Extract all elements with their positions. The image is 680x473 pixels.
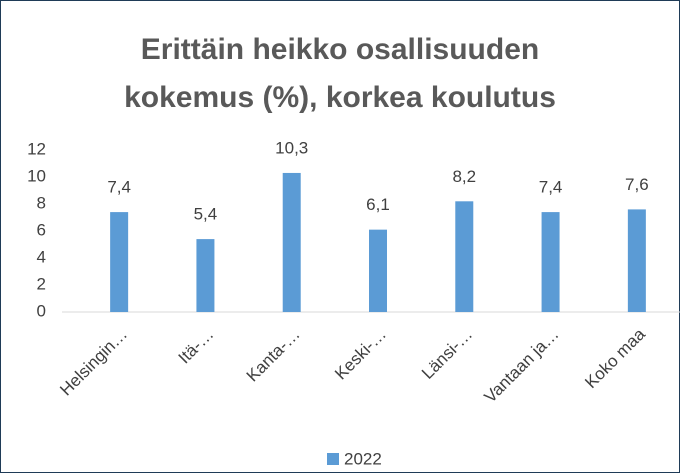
y-tick-label: 10 [27, 166, 46, 185]
y-tick-label: 8 [37, 193, 46, 212]
value-label: 7,4 [107, 178, 131, 197]
x-tick-label: Koko maa [581, 324, 649, 392]
chart-title: Erittäin heikko osallisuuden kokemus (%)… [124, 33, 556, 114]
y-tick-label: 6 [37, 220, 46, 239]
bar [541, 212, 560, 312]
y-tick-label: 12 [27, 139, 46, 158]
bar [282, 172, 301, 312]
bar [196, 239, 215, 312]
y-tick-label: 0 [37, 301, 46, 320]
bar [110, 212, 129, 312]
value-label: 5,4 [194, 205, 218, 224]
value-label: 10,3 [275, 138, 308, 157]
bar [627, 209, 646, 312]
legend-label: 2022 [344, 449, 382, 468]
x-tick-label: Kanta-… [243, 325, 304, 386]
y-tick-label: 4 [37, 247, 46, 266]
x-tick-label: Keski-… [331, 325, 390, 384]
x-tick-label: Länsi-… [418, 325, 476, 383]
x-tick-label: Vantaan ja… [481, 325, 563, 407]
value-label: 7,6 [625, 175, 649, 194]
value-label: 8,2 [452, 167, 476, 186]
x-tick-label: Itä-… [175, 325, 218, 368]
bar [455, 201, 474, 312]
x-tick-label: Helsingin… [56, 325, 131, 400]
value-label: 7,4 [539, 178, 563, 197]
y-tick-label: 2 [37, 274, 46, 293]
bar [369, 229, 387, 312]
value-label: 6,1 [366, 195, 390, 214]
legend-swatch [327, 453, 339, 465]
